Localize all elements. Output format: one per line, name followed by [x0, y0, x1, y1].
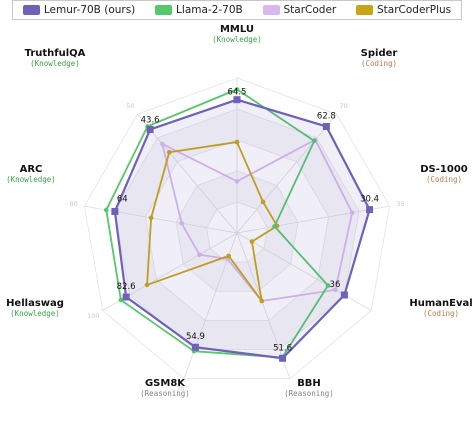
axis-category: (Coding) [426, 175, 462, 184]
data-label: 54.9 [186, 332, 205, 342]
data-point [325, 283, 331, 288]
legend-swatch [262, 5, 280, 15]
axis-max-tick: 70 [176, 385, 184, 393]
data-point [166, 149, 172, 155]
axis-category: (Coding) [423, 309, 459, 318]
series-polygon [113, 98, 371, 360]
legend: Lemur-70B (ours) Llama-2-70B StarCoder Star… [12, 0, 462, 20]
legend-swatch [356, 5, 373, 15]
axis-label: MMLU [220, 24, 254, 35]
legend-item: StarCoder [262, 4, 337, 16]
axis-max-tick: 80 [70, 200, 78, 208]
data-point [234, 139, 240, 145]
grid-spoke [236, 205, 390, 234]
axis-max-tick: 70 [339, 102, 347, 110]
axis-label: TruthfulQA [25, 48, 86, 59]
data-label: 64.5 [228, 88, 247, 98]
legend-label: Llama-2-70B [176, 4, 243, 16]
legend-swatch [22, 5, 40, 15]
axis-category: (Knowledge) [10, 309, 60, 318]
legend-label: Lemur-70B (ours) [43, 4, 136, 16]
data-point [122, 293, 130, 301]
grid-spoke [137, 114, 238, 234]
axis-category: (Knowledge) [6, 175, 56, 184]
axis-label: GSM8K [145, 378, 186, 389]
data-label: 51.6 [273, 343, 292, 353]
axis-category: (Knowledge) [212, 35, 262, 44]
data-label: 82.6 [117, 282, 136, 292]
grid-spoke [236, 114, 337, 234]
data-point [148, 215, 154, 221]
grid-spoke [84, 205, 238, 234]
data-point [234, 87, 240, 92]
data-point [260, 199, 266, 205]
series-polygon [105, 88, 329, 359]
series-polygon [146, 141, 279, 302]
data-point [322, 122, 330, 130]
data-point [111, 207, 119, 215]
data-label: 36 [330, 280, 341, 290]
data-point [333, 287, 338, 293]
axis-category: (Reasoning) [140, 389, 190, 398]
data-point [179, 220, 184, 226]
data-point [259, 298, 265, 304]
legend-label: StarCoder [283, 4, 337, 16]
axis-label: HumanEval [409, 298, 472, 309]
data-point [191, 343, 199, 351]
axis-category: (Knowledge) [30, 59, 80, 68]
data-point [234, 179, 240, 184]
data-label: 64 [117, 194, 128, 204]
data-point [197, 252, 202, 257]
legend-swatch [155, 5, 173, 15]
data-label: 62.8 [317, 111, 336, 121]
axis-label: DS-1000 [420, 164, 468, 175]
legend-item: Lemur-70B (ours) [22, 4, 136, 16]
data-label: 43.6 [141, 115, 160, 125]
axis-label: ARC [20, 164, 43, 175]
data-point [144, 282, 150, 288]
axis-max-tick: 50 [126, 102, 134, 110]
axis-category: (Reasoning) [284, 389, 334, 398]
axis-label: Spider [361, 48, 398, 59]
series-polygon [161, 138, 354, 302]
data-point [226, 253, 231, 259]
data-point [103, 207, 109, 213]
axis-label: Hellaswag [6, 298, 64, 309]
axis-max-tick: 35 [396, 200, 404, 208]
data-point [349, 210, 355, 215]
grid-spoke [236, 232, 372, 311]
data-point [159, 141, 165, 147]
axis-label: BBH [297, 378, 321, 389]
data-point [279, 354, 287, 362]
legend-item: StarCoderPlus [356, 4, 451, 16]
data-label: 30.4 [360, 195, 379, 205]
data-point [340, 291, 348, 299]
grid-spoke [236, 232, 291, 379]
data-point [311, 138, 317, 144]
data-point [366, 206, 374, 214]
data-point [118, 297, 124, 303]
data-point [249, 239, 255, 244]
axis-category: (Coding) [361, 59, 397, 68]
data-point [272, 224, 277, 229]
axis-max-tick: 100 [87, 312, 99, 320]
data-point [146, 125, 154, 133]
data-point [233, 96, 241, 104]
legend-item: Llama-2-70B [155, 4, 243, 16]
legend-label: StarCoderPlus [377, 4, 452, 16]
